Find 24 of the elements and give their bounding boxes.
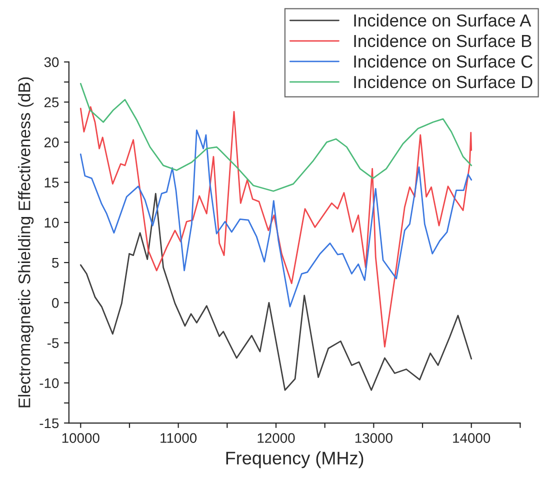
y-tick-label: 0	[52, 298, 59, 308]
y-tick-label: -15	[40, 418, 59, 428]
y-tick-label: 15	[44, 178, 59, 188]
line-series	[80, 106, 472, 348]
x-tick-label: 13000	[355, 433, 392, 443]
line-series	[80, 192, 472, 391]
y-tick-label: 30	[44, 57, 59, 68]
y-tick-label: 25	[44, 97, 59, 108]
legend-label: Incidence on Surface A	[354, 14, 532, 27]
legend-label: Incidence on Surface B	[354, 34, 532, 48]
x-tick-label: 11000	[160, 433, 197, 443]
x-tick-label: 10000	[62, 433, 100, 443]
x-axis-title: Frequency (MHz)	[226, 451, 364, 468]
x-tick-label: 14000	[453, 433, 490, 443]
legend-label: Incidence on Surface D	[354, 75, 532, 88]
line-series	[80, 129, 472, 308]
y-axis-title: Electromagnetic Shielding Effectiveness (dB)	[18, 77, 34, 408]
y-tick-label: 5	[52, 258, 59, 268]
y-tick-label: 20	[44, 138, 59, 148]
x-tick-label: 12000	[258, 433, 295, 443]
y-tick-label: -10	[40, 378, 59, 388]
y-tick-label: -5	[47, 338, 59, 348]
legend-label: Incidence on Surface C	[354, 54, 532, 68]
y-tick-label: 10	[44, 218, 59, 228]
